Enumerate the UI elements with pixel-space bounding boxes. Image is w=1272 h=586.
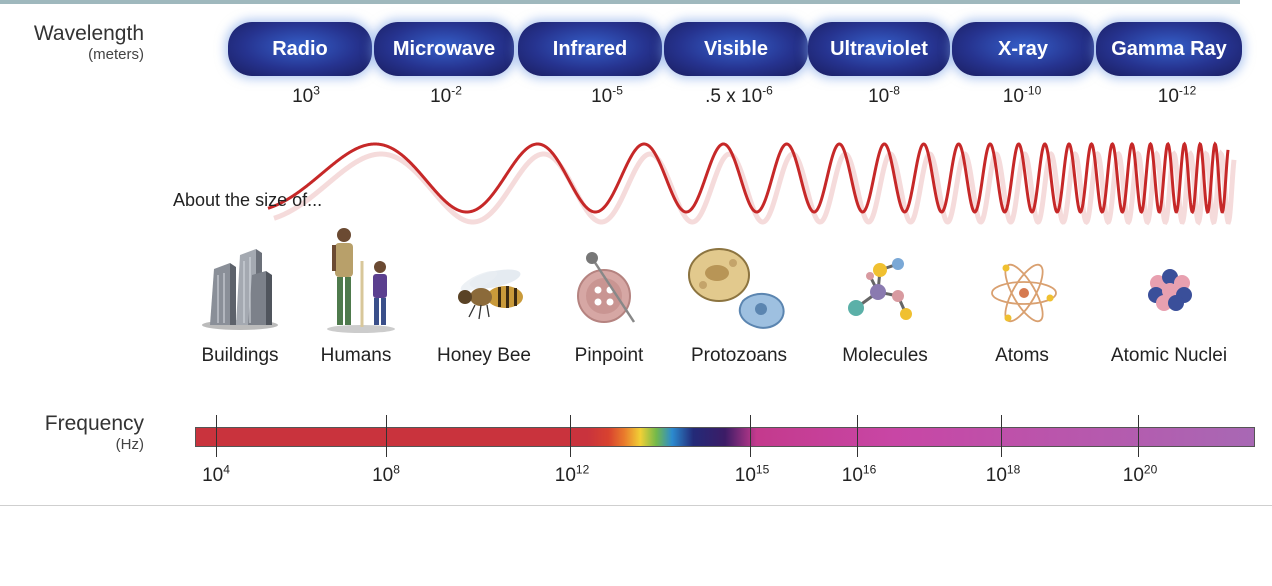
object-label-humans: Humans (320, 345, 392, 366)
buildings-icon (202, 249, 278, 330)
wavelength-value-radio: 103 (292, 83, 320, 107)
wave-shadow (273, 149, 1237, 226)
band-microwave: Microwave (374, 22, 514, 76)
object-label-buildings: Buildings (201, 345, 279, 366)
freq-tick-line-1e4 (216, 415, 217, 457)
object-label-honey-bee: Honey Bee (436, 345, 532, 366)
about-size-text: About the size of... (173, 190, 323, 210)
band-row: Radio Microwave Infrared Visible Ultravi… (228, 22, 1244, 76)
wavelength-value-ultraviolet: 10-8 (868, 83, 900, 107)
atomic-nuclei-icon (1148, 269, 1192, 311)
band-x-ray: X-ray (952, 22, 1094, 76)
freq-tick-line-1e20 (1138, 415, 1139, 457)
band-gamma-ray: Gamma Ray (1096, 22, 1242, 76)
top-rule (0, 0, 1240, 4)
freq-tick-label-1e15: 1015 (734, 462, 770, 486)
wavelength-unit-text: (meters) (88, 46, 144, 63)
honey-bee-icon (458, 269, 523, 320)
frequency-label-text: Frequency (44, 412, 144, 435)
humans-icon (327, 228, 395, 333)
protozoans-icon (688, 248, 785, 329)
freq-tick-line-1e18 (1001, 415, 1002, 457)
freq-tick-label-1e18: 1018 (985, 462, 1021, 486)
wavelength-value-gamma-ray: 10-12 (1157, 83, 1197, 107)
freq-tick-line-1e8 (386, 415, 387, 457)
wavelength-value-x-ray: 10-10 (1002, 83, 1042, 107)
freq-tick-label-1e20: 1020 (1122, 462, 1158, 486)
freq-tick-label-1e16: 1016 (841, 462, 877, 486)
wavelength-value-infrared: 10-5 (591, 83, 623, 107)
freq-tick-line-1e12 (570, 415, 571, 457)
freq-tick-line-1e16 (857, 415, 858, 457)
object-label-atoms: Atoms (995, 345, 1049, 366)
wave-line (267, 141, 1230, 215)
object-label-molecules: Molecules (842, 345, 928, 366)
atoms-icon (991, 263, 1057, 323)
freq-tick-label-1e12: 1012 (554, 462, 590, 486)
molecules-icon (848, 258, 912, 320)
wavelength-value-visible: .5 x 10-6 (705, 83, 773, 107)
bottom-rule (0, 505, 1272, 506)
frequency-spectrum-bar (195, 427, 1255, 447)
freq-tick-label-1e4: 104 (202, 462, 230, 486)
frequency-axis-label: Frequency (Hz) (10, 412, 144, 454)
wavelength-axis-label: Wavelength (meters) (10, 22, 144, 64)
band-infrared: Infrared (518, 22, 662, 76)
freq-tick-line-1e15 (750, 415, 751, 457)
band-ultraviolet: Ultraviolet (808, 22, 950, 76)
object-label-protozoans: Protozoans (690, 345, 788, 366)
wavelength-label-text: Wavelength (33, 22, 144, 45)
object-label-atomic-nuclei: Atomic Nuclei (1110, 345, 1228, 366)
pinpoint-icon (577, 252, 636, 323)
band-visible: Visible (664, 22, 808, 76)
freq-tick-label-1e8: 108 (372, 462, 400, 486)
object-label-pinpoint: Pinpoint (574, 345, 644, 366)
frequency-unit-text: (Hz) (115, 436, 144, 453)
wavelength-value-microwave: 10-2 (430, 83, 462, 107)
band-radio: Radio (228, 22, 372, 76)
